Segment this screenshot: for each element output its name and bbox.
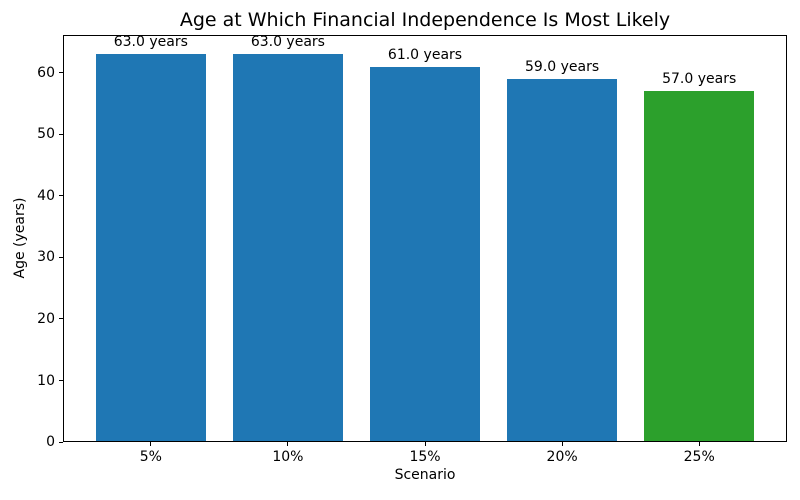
y-tick-label: 30 <box>37 249 55 266</box>
x-tick-mark <box>287 442 289 446</box>
y-tick-label: 60 <box>37 64 55 81</box>
x-tick-mark <box>424 442 426 446</box>
x-tick-label: 5% <box>139 449 162 465</box>
x-tick-mark <box>698 442 700 446</box>
y-tick-mark <box>59 441 63 443</box>
y-tick-mark <box>59 133 63 135</box>
x-tick-mark <box>561 442 563 446</box>
x-axis-label: Scenario <box>394 467 456 483</box>
y-tick-label: 10 <box>37 372 55 389</box>
y-tick-label: 0 <box>46 434 55 450</box>
y-tick-label: 20 <box>37 310 55 327</box>
bar-value-label: 63.0 years <box>250 34 325 51</box>
y-tick-mark <box>59 318 63 320</box>
y-tick-label: 50 <box>37 126 55 143</box>
x-tick-label: 25% <box>683 449 715 465</box>
y-tick-label: 40 <box>37 187 55 204</box>
bar-value-label: 63.0 years <box>113 34 188 51</box>
bar <box>233 54 343 442</box>
x-tick-label: 20% <box>546 449 578 465</box>
chart-title: Age at Which Financial Independence Is M… <box>179 9 671 31</box>
y-tick-mark <box>59 380 63 381</box>
y-tick-mark <box>59 256 63 258</box>
y-tick-mark <box>59 195 63 197</box>
bar <box>644 91 755 442</box>
x-tick-label: 10% <box>272 449 304 465</box>
bar-value-label: 59.0 years <box>525 59 600 75</box>
bar-value-label: 57.0 years <box>662 71 737 88</box>
bar-value-label: 61.0 years <box>387 46 463 63</box>
bar <box>370 66 480 442</box>
bar <box>95 54 206 442</box>
x-tick-mark <box>150 442 152 446</box>
x-tick-label: 15% <box>409 449 441 465</box>
y-axis-label: Age (years) <box>12 197 28 279</box>
bar <box>507 79 617 442</box>
y-tick-mark <box>59 72 63 74</box>
